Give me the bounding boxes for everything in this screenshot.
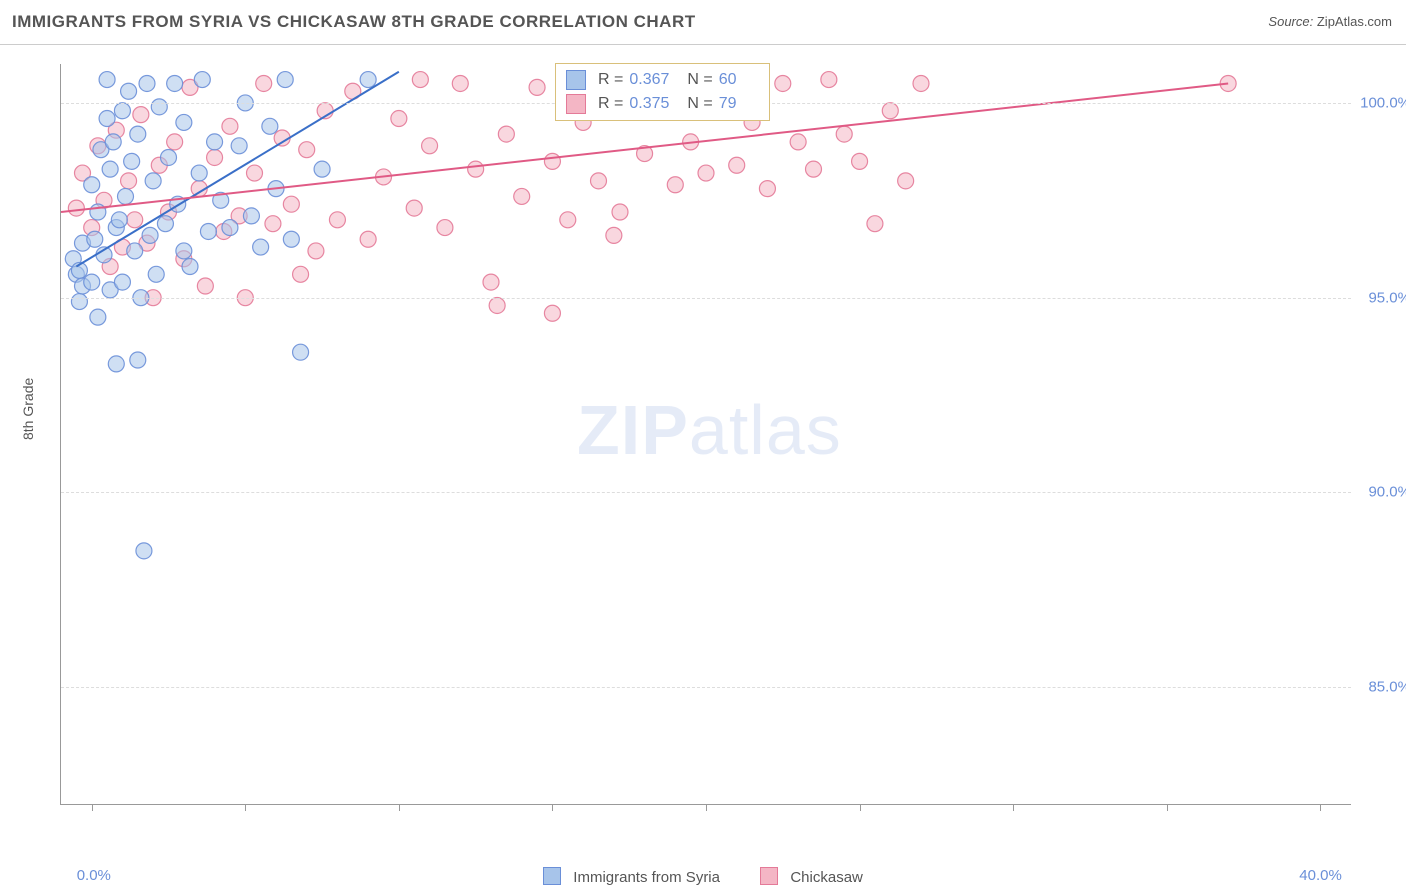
stats-row: R =0.367N =60	[556, 68, 769, 92]
x-tick	[399, 804, 400, 811]
chart-header: IMMIGRANTS FROM SYRIA VS CHICKASAW 8TH G…	[0, 0, 1406, 45]
x-tick	[552, 804, 553, 811]
x-tick	[245, 804, 246, 811]
legend-swatch-pink	[760, 867, 778, 885]
x-tick	[92, 804, 93, 811]
legend-label-pink: Chickasaw	[790, 869, 863, 886]
x-tick	[860, 804, 861, 811]
gridline-h	[61, 492, 1351, 493]
legend-item-blue: Immigrants from Syria	[543, 867, 720, 886]
legend-label-blue: Immigrants from Syria	[573, 869, 720, 886]
plot-area: ZIPatlas 85.0%90.0%95.0%100.0%	[60, 64, 1351, 805]
gridline-h	[61, 687, 1351, 688]
x-tick	[1320, 804, 1321, 811]
gridline-h	[61, 298, 1351, 299]
y-axis-label: 8th Grade	[20, 378, 36, 440]
stats-row: R =0.375N =79	[556, 92, 769, 116]
source-label: Source:	[1268, 14, 1313, 29]
series-legend: Immigrants from Syria Chickasaw	[0, 867, 1406, 886]
legend-swatch-blue	[543, 867, 561, 885]
legend-item-pink: Chickasaw	[760, 867, 863, 886]
scatter-svg	[61, 64, 1351, 804]
x-tick	[1167, 804, 1168, 811]
chart-title: IMMIGRANTS FROM SYRIA VS CHICKASAW 8TH G…	[12, 12, 696, 32]
y-tick-label: 90.0%	[1359, 484, 1406, 501]
y-tick-label: 100.0%	[1359, 94, 1406, 111]
source-credit: Source: ZipAtlas.com	[1268, 14, 1392, 29]
y-tick-label: 95.0%	[1359, 289, 1406, 306]
x-tick	[1013, 804, 1014, 811]
source-value: ZipAtlas.com	[1317, 14, 1392, 29]
x-tick	[706, 804, 707, 811]
stats-legend-box: R =0.367N =60R =0.375N =79	[555, 63, 770, 121]
y-tick-label: 85.0%	[1359, 679, 1406, 696]
